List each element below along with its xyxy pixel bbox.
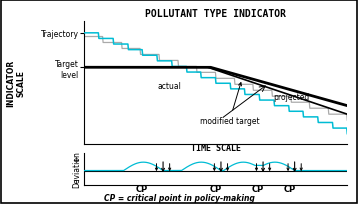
Text: modified target: modified target: [200, 83, 260, 125]
Text: actual: actual: [158, 82, 182, 91]
Y-axis label: INDICATOR
SCALE: INDICATOR SCALE: [6, 59, 25, 106]
Text: +: +: [72, 155, 79, 164]
Text: CP: CP: [136, 184, 148, 193]
Text: CP = critical point in policy-making: CP = critical point in policy-making: [103, 193, 255, 202]
Text: projected: projected: [274, 93, 310, 102]
Text: CP: CP: [283, 184, 295, 193]
Text: CP: CP: [252, 184, 264, 193]
Text: −: −: [72, 175, 79, 184]
Y-axis label: Deviation: Deviation: [72, 151, 81, 187]
Text: CP: CP: [209, 184, 222, 193]
Title: POLLUTANT TYPE INDICATOR: POLLUTANT TYPE INDICATOR: [145, 9, 286, 19]
Title: TIME SCALE: TIME SCALE: [191, 143, 241, 152]
